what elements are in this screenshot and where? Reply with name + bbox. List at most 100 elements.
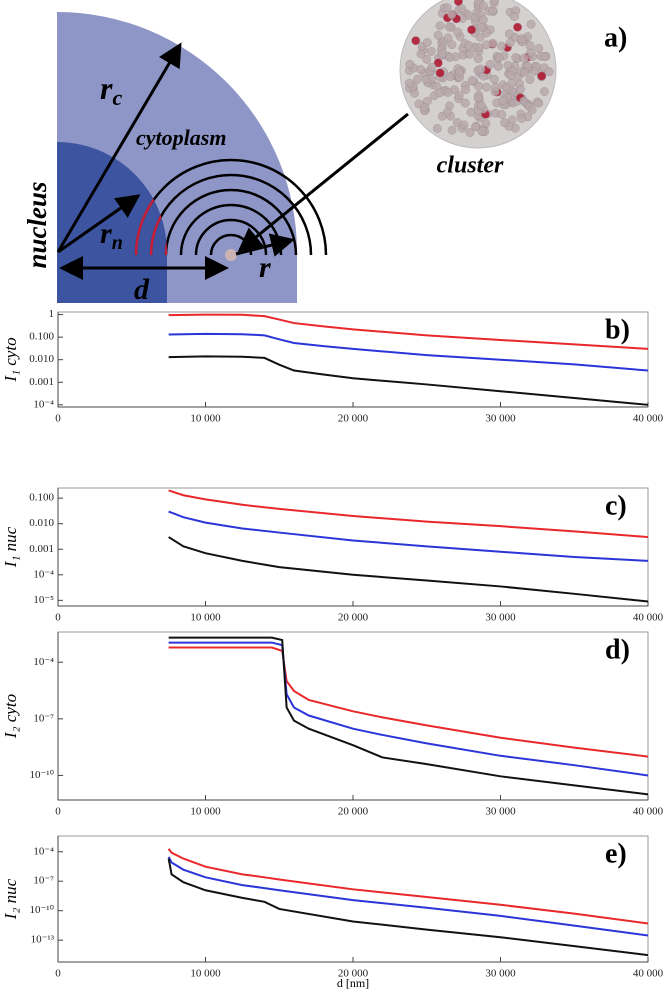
particle: [489, 74, 499, 84]
x-tick-label: 30 000: [485, 806, 516, 818]
particle: [526, 19, 536, 29]
particle: [459, 120, 469, 130]
particle: [525, 41, 535, 51]
particle: [507, 78, 517, 88]
particle: [515, 85, 525, 94]
rc-base: r: [100, 70, 113, 106]
y-tick-label: 0.001: [29, 543, 54, 555]
x-tick-label: 20 000: [338, 968, 369, 980]
plot-frame: [57, 311, 649, 408]
particle: [471, 122, 481, 132]
x-tick-label: 30 000: [485, 413, 516, 425]
x-tick-label: 0: [55, 413, 61, 425]
x-tick-label: 20 000: [338, 612, 369, 624]
particle: [438, 49, 448, 58]
particle: [482, 82, 491, 92]
series-line: [168, 646, 649, 758]
x-tick-label: 40 000: [633, 968, 664, 980]
particle: [481, 119, 491, 128]
series-line: [167, 848, 649, 925]
particle: [513, 22, 522, 32]
particle: [530, 66, 540, 76]
particle: [476, 64, 486, 74]
particle: [474, 81, 484, 91]
particle: [539, 87, 549, 96]
y-tick-label: 1: [49, 308, 55, 320]
x-tick-label: 10 000: [190, 612, 221, 624]
series-line: [167, 858, 649, 957]
wave-arc: [149, 173, 167, 256]
particle: [435, 68, 445, 78]
y-tick-label: 0.010: [29, 517, 54, 529]
x-tick-label: 10 000: [190, 968, 221, 980]
plot-frame: [57, 487, 649, 607]
particle: [537, 71, 547, 81]
nucleus-label: nucleus: [22, 181, 52, 268]
cytoplasm-label: cytoplasm: [136, 125, 226, 150]
particle: [457, 4, 467, 14]
x-tick-label: 0: [55, 806, 61, 818]
y-axis-label: I₂ cyto: [1, 694, 20, 739]
y-tick-label: 10⁻⁷: [33, 712, 54, 724]
y-tick-label: 10⁻⁵: [33, 594, 54, 606]
x-tick-label: 40 000: [633, 806, 664, 818]
panel-label: b): [605, 314, 630, 345]
particle: [405, 59, 415, 69]
particle: [432, 124, 442, 133]
particle: [419, 102, 429, 112]
particle: [494, 62, 503, 71]
particle: [427, 62, 437, 72]
particle: [540, 52, 550, 61]
x-tick-label: 30 000: [485, 968, 516, 980]
x-axis-label: d [nm]: [337, 976, 369, 990]
particle: [477, 23, 487, 32]
chart: 1 0.100 0.010 0.001 10⁻⁴0 10 000 20 000 30 000 4…: [1, 308, 664, 424]
particle: [413, 74, 422, 84]
series-line: [167, 856, 649, 937]
particle: [411, 36, 421, 46]
x-tick-label: 30 000: [485, 612, 516, 624]
plot-frame: [57, 835, 649, 963]
particle: [511, 53, 521, 62]
particle: [442, 3, 452, 13]
series-line: [168, 641, 649, 777]
particle: [475, 32, 485, 42]
particle: [506, 71, 516, 80]
particle: [467, 76, 477, 85]
rc-sub: c: [112, 85, 122, 110]
particle: [447, 10, 457, 20]
y-tick-label: 10⁻⁴: [33, 398, 54, 410]
particle: [497, 110, 507, 119]
y-tick-label: 0.010: [29, 353, 54, 365]
particle: [474, 43, 484, 53]
particle: [497, 41, 506, 51]
particle: [443, 33, 453, 43]
chart: 0.100 0.010 0.001 10⁻⁴ 10⁻⁵0 10 000 20 000 30 0…: [1, 487, 664, 624]
rn-sub: n: [112, 232, 123, 254]
particle: [460, 98, 470, 108]
particle: [465, 49, 475, 59]
x-tick-label: 20 000: [338, 806, 369, 818]
particle: [444, 22, 454, 32]
particle: [473, 93, 483, 103]
particle: [534, 98, 544, 108]
particle: [404, 78, 414, 88]
particle: [461, 85, 470, 95]
particle: [435, 88, 445, 98]
wave-arc: [179, 203, 283, 256]
x-tick-label: 0: [55, 612, 61, 624]
diagram: a) rc cytoplasm nucleus rn d r cluster: [22, 0, 627, 306]
x-tick-label: 20 000: [338, 413, 369, 425]
particle: [416, 49, 426, 59]
chart: 10⁻⁴ 10⁻⁷ 10⁻¹⁰ 10⁻¹³ 0 10 000 20 000 30 000 40 …: [1, 835, 664, 990]
particle: [490, 0, 500, 5]
series-line: [168, 636, 649, 796]
particle: [510, 12, 519, 21]
particle: [426, 46, 436, 56]
particles: [404, 0, 554, 137]
particle: [467, 25, 476, 35]
wave-arc: [164, 188, 298, 256]
x-tick-label: 40 000: [633, 612, 664, 624]
wave-arc: [134, 158, 167, 256]
x-tick-label: 10 000: [190, 806, 221, 818]
